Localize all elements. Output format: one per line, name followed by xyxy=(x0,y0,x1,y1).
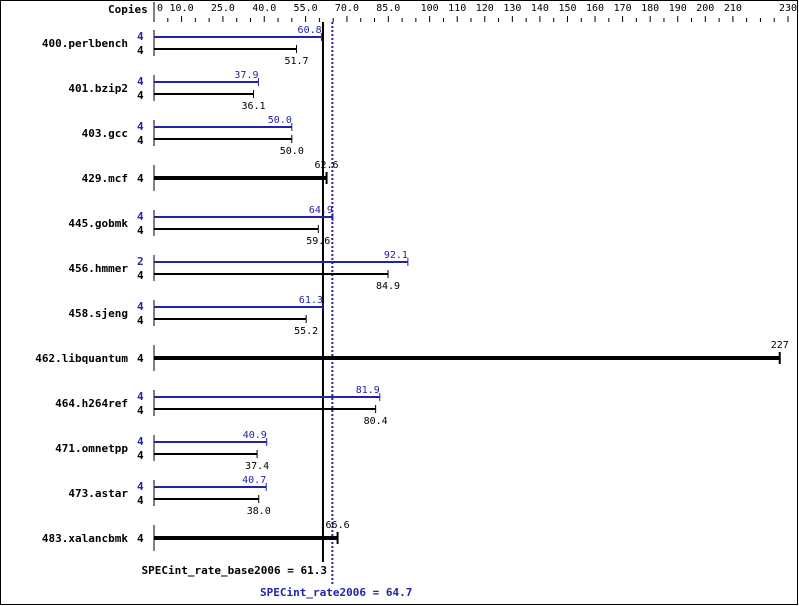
peak-copies: 2 xyxy=(137,255,144,268)
axis-tick-label: 100 xyxy=(421,3,439,14)
axis-tick-label: 160 xyxy=(586,3,604,14)
peak-copies: 4 xyxy=(137,75,144,88)
base-reference-label: SPECint_rate_base2006 = 61.3 xyxy=(142,564,327,577)
peak-copies: 4 xyxy=(137,30,144,43)
axis-tick-label: 120 xyxy=(476,3,494,14)
peak-reference-label: SPECint_rate2006 = 64.7 xyxy=(260,586,412,599)
axis-tick-label: 0 xyxy=(157,3,163,14)
axis-tick-label: 110 xyxy=(448,3,466,14)
benchmark-label: 401.bzip2 xyxy=(68,82,128,95)
peak-value-label: 64.9 xyxy=(309,205,333,216)
base-copies: 4 xyxy=(137,494,144,507)
benchmark-label: 458.sjeng xyxy=(68,307,128,320)
axis-tick-label: 25.0 xyxy=(211,3,235,14)
benchmark-label: 456.hmmer xyxy=(68,262,128,275)
base-value-label: 36.1 xyxy=(241,101,265,112)
axis-tick-label: 55.0 xyxy=(294,3,318,14)
base-copies: 4 xyxy=(137,449,144,462)
peak-value-label: 40.9 xyxy=(243,430,267,441)
base-value-label: 50.0 xyxy=(280,146,304,157)
benchmark-label: 462.libquantum xyxy=(35,352,128,365)
benchmark-label: 483.xalancbmk xyxy=(42,532,128,545)
peak-value-label: 37.9 xyxy=(234,70,258,81)
base-value-label: 59.6 xyxy=(306,236,330,247)
peak-value-label: 60.8 xyxy=(298,25,322,36)
base-value-label: 227 xyxy=(771,340,789,351)
axis-tick-label: 40.0 xyxy=(252,3,276,14)
benchmark-label: 403.gcc xyxy=(82,127,128,140)
base-value-label: 51.7 xyxy=(284,56,308,67)
base-value-label: 38.0 xyxy=(247,506,271,517)
base-copies: 4 xyxy=(137,89,144,102)
peak-copies: 4 xyxy=(137,120,144,133)
base-copies: 4 xyxy=(137,314,144,327)
peak-value-label: 61.3 xyxy=(299,295,323,306)
base-copies: 4 xyxy=(137,134,144,147)
base-value-label: 80.4 xyxy=(364,416,388,427)
base-copies: 4 xyxy=(137,172,144,185)
axis-tick-label: 170 xyxy=(614,3,632,14)
axis-tick-label: 180 xyxy=(641,3,659,14)
base-copies: 4 xyxy=(137,404,144,417)
base-copies: 4 xyxy=(137,532,144,545)
peak-copies: 4 xyxy=(137,390,144,403)
peak-copies: 4 xyxy=(137,210,144,223)
benchmark-label: 429.mcf xyxy=(82,172,128,185)
axis-tick-label: 200 xyxy=(696,3,714,14)
base-value-label: 66.6 xyxy=(326,520,350,531)
base-value-label: 37.4 xyxy=(245,461,269,472)
peak-copies: 4 xyxy=(137,300,144,313)
copies-header: Copies xyxy=(108,3,148,16)
peak-copies: 4 xyxy=(137,480,144,493)
base-value-label: 62.6 xyxy=(315,160,339,171)
axis-tick-label: 10.0 xyxy=(170,3,194,14)
base-copies: 4 xyxy=(137,44,144,57)
peak-value-label: 40.7 xyxy=(242,475,266,486)
axis-tick-label: 70.0 xyxy=(335,3,359,14)
axis-tick-label: 85.0 xyxy=(376,3,400,14)
base-value-label: 55.2 xyxy=(294,326,318,337)
axis-tick-label: 230 xyxy=(779,3,797,14)
peak-copies: 4 xyxy=(137,435,144,448)
axis-tick-label: 190 xyxy=(669,3,687,14)
axis-tick-label: 140 xyxy=(531,3,549,14)
base-copies: 4 xyxy=(137,269,144,282)
benchmark-label: 473.astar xyxy=(68,487,128,500)
axis-tick-label: 210 xyxy=(724,3,742,14)
base-copies: 4 xyxy=(137,224,144,237)
peak-value-label: 92.1 xyxy=(384,250,408,261)
axis-tick-label: 130 xyxy=(503,3,521,14)
base-copies: 4 xyxy=(137,352,144,365)
benchmark-label: 400.perlbench xyxy=(42,37,128,50)
benchmark-label: 471.omnetpp xyxy=(55,442,128,455)
benchmark-label: 445.gobmk xyxy=(68,217,128,230)
benchmark-label: 464.h264ref xyxy=(55,397,128,410)
peak-value-label: 50.0 xyxy=(268,115,292,126)
axis-tick-label: 150 xyxy=(558,3,576,14)
base-value-label: 84.9 xyxy=(376,281,400,292)
peak-value-label: 81.9 xyxy=(356,385,380,396)
